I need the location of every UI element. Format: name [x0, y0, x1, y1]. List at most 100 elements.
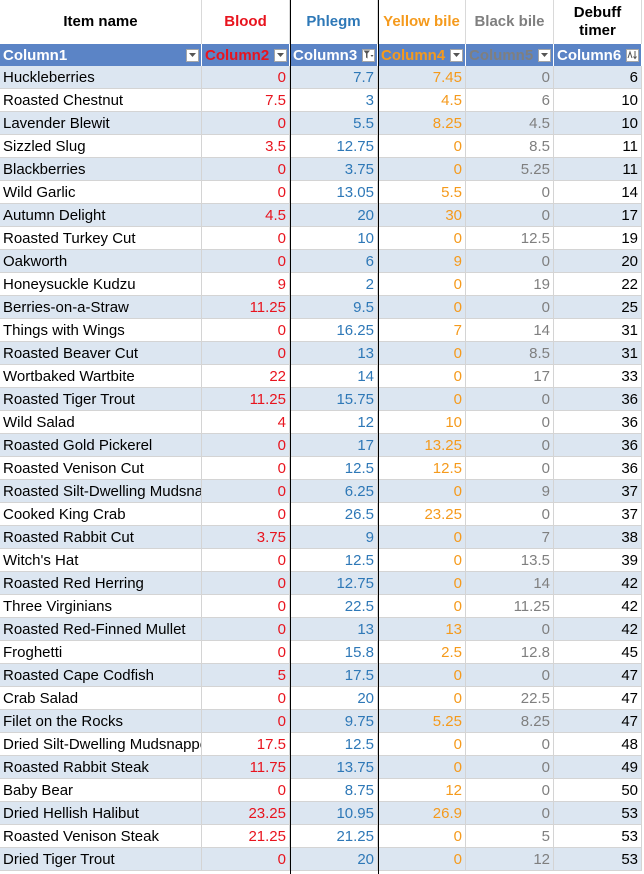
cell-black-bile[interactable]: 19 — [466, 273, 554, 296]
cell-yellow-bile[interactable]: 0 — [378, 480, 466, 503]
cell-yellow-bile[interactable]: 0 — [378, 135, 466, 158]
cell-blood[interactable]: 3.75 — [202, 526, 290, 549]
filter-dropdown-button[interactable] — [450, 48, 463, 62]
cell-phlegm[interactable]: 9 — [290, 526, 378, 549]
cell-item-name[interactable]: Lavender Blewit — [0, 112, 202, 135]
cell-black-bile[interactable]: 14 — [466, 572, 554, 595]
cell-item-name[interactable]: Roasted Cape Codfish — [0, 664, 202, 687]
cell-yellow-bile[interactable]: 0 — [378, 595, 466, 618]
filter-applied-button[interactable] — [362, 48, 375, 62]
cell-blood[interactable]: 0 — [202, 779, 290, 802]
cell-blood[interactable]: 0 — [202, 250, 290, 273]
cell-item-name[interactable]: Witch's Hat — [0, 549, 202, 572]
cell-item-name[interactable]: Dried Silt-Dwelling Mudsnapper — [0, 733, 202, 756]
cell-phlegm[interactable]: 3 — [290, 89, 378, 112]
cell-blood[interactable]: 3.5 — [202, 135, 290, 158]
cell-blood[interactable]: 7.5 — [202, 89, 290, 112]
cell-blood[interactable]: 0 — [202, 342, 290, 365]
cell-yellow-bile[interactable]: 0 — [378, 572, 466, 595]
cell-blood[interactable]: 17.5 — [202, 733, 290, 756]
cell-blood[interactable]: 0 — [202, 503, 290, 526]
cell-item-name[interactable]: Wild Garlic — [0, 181, 202, 204]
cell-blood[interactable]: 0 — [202, 181, 290, 204]
cell-phlegm[interactable]: 17.5 — [290, 664, 378, 687]
cell-item-name[interactable]: Dried Hellish Halibut — [0, 802, 202, 825]
cell-blood[interactable]: 0 — [202, 227, 290, 250]
cell-item-name[interactable]: Roasted Beaver Cut — [0, 342, 202, 365]
filter-header-column6[interactable]: Column6 — [554, 44, 642, 66]
cell-item-name[interactable]: Crab Salad — [0, 687, 202, 710]
cell-item-name[interactable]: Three Virginians — [0, 595, 202, 618]
filter-header-column1[interactable]: Column1 — [0, 44, 202, 66]
header-blood[interactable]: Blood — [202, 0, 290, 44]
cell-black-bile[interactable]: 4.5 — [466, 112, 554, 135]
header-yellow-bile[interactable]: Yellow bile — [378, 0, 466, 44]
cell-black-bile[interactable]: 6 — [466, 89, 554, 112]
cell-debuff-timer[interactable]: 10 — [554, 112, 642, 135]
cell-phlegm[interactable]: 5.5 — [290, 112, 378, 135]
cell-debuff-timer[interactable]: 47 — [554, 664, 642, 687]
cell-blood[interactable]: 0 — [202, 480, 290, 503]
cell-debuff-timer[interactable]: 37 — [554, 480, 642, 503]
cell-debuff-timer[interactable]: 53 — [554, 802, 642, 825]
cell-debuff-timer[interactable]: 14 — [554, 181, 642, 204]
cell-black-bile[interactable]: 0 — [466, 618, 554, 641]
cell-phlegm[interactable]: 12.75 — [290, 135, 378, 158]
cell-debuff-timer[interactable]: 49 — [554, 756, 642, 779]
cell-item-name[interactable]: Roasted Gold Pickerel — [0, 434, 202, 457]
cell-black-bile[interactable]: 0 — [466, 779, 554, 802]
cell-phlegm[interactable]: 13 — [290, 342, 378, 365]
cell-debuff-timer[interactable]: 19 — [554, 227, 642, 250]
cell-black-bile[interactable]: 0 — [466, 204, 554, 227]
cell-phlegm[interactable]: 12 — [290, 411, 378, 434]
cell-phlegm[interactable]: 16.25 — [290, 319, 378, 342]
cell-yellow-bile[interactable]: 12.5 — [378, 457, 466, 480]
cell-debuff-timer[interactable]: 47 — [554, 710, 642, 733]
cell-black-bile[interactable]: 7 — [466, 526, 554, 549]
cell-debuff-timer[interactable]: 42 — [554, 595, 642, 618]
cell-item-name[interactable]: Roasted Chestnut — [0, 89, 202, 112]
cell-phlegm[interactable]: 12.5 — [290, 549, 378, 572]
cell-phlegm[interactable]: 2 — [290, 273, 378, 296]
cell-debuff-timer[interactable]: 53 — [554, 848, 642, 871]
cell-debuff-timer[interactable]: 25 — [554, 296, 642, 319]
cell-black-bile[interactable]: 5.25 — [466, 158, 554, 181]
cell-blood[interactable]: 0 — [202, 572, 290, 595]
cell-phlegm[interactable]: 10.95 — [290, 802, 378, 825]
cell-blood[interactable]: 0 — [202, 66, 290, 89]
cell-blood[interactable]: 5 — [202, 664, 290, 687]
cell-yellow-bile[interactable]: 7 — [378, 319, 466, 342]
cell-debuff-timer[interactable]: 47 — [554, 687, 642, 710]
cell-debuff-timer[interactable]: 36 — [554, 434, 642, 457]
cell-yellow-bile[interactable]: 5.5 — [378, 181, 466, 204]
cell-item-name[interactable]: Roasted Venison Cut — [0, 457, 202, 480]
cell-blood[interactable]: 0 — [202, 319, 290, 342]
cell-debuff-timer[interactable]: 36 — [554, 388, 642, 411]
cell-item-name[interactable]: Huckleberries — [0, 66, 202, 89]
cell-blood[interactable]: 4 — [202, 411, 290, 434]
cell-item-name[interactable]: Roasted Silt-Dwelling Mudsnapper — [0, 480, 202, 503]
cell-black-bile[interactable]: 0 — [466, 733, 554, 756]
cell-phlegm[interactable]: 8.75 — [290, 779, 378, 802]
cell-phlegm[interactable]: 9.75 — [290, 710, 378, 733]
cell-debuff-timer[interactable]: 6 — [554, 66, 642, 89]
header-black-bile[interactable]: Black bile — [466, 0, 554, 44]
cell-blood[interactable]: 0 — [202, 549, 290, 572]
cell-black-bile[interactable]: 0 — [466, 411, 554, 434]
cell-item-name[interactable]: Wortbaked Wartbite — [0, 365, 202, 388]
cell-blood[interactable]: 0 — [202, 641, 290, 664]
cell-yellow-bile[interactable]: 0 — [378, 227, 466, 250]
cell-black-bile[interactable]: 9 — [466, 480, 554, 503]
cell-blood[interactable]: 0 — [202, 434, 290, 457]
cell-item-name[interactable]: Roasted Tiger Trout — [0, 388, 202, 411]
cell-black-bile[interactable]: 12.5 — [466, 227, 554, 250]
cell-blood[interactable]: 0 — [202, 457, 290, 480]
cell-yellow-bile[interactable]: 0 — [378, 825, 466, 848]
cell-item-name[interactable]: Roasted Turkey Cut — [0, 227, 202, 250]
cell-item-name[interactable]: Filet on the Rocks — [0, 710, 202, 733]
cell-item-name[interactable]: Things with Wings — [0, 319, 202, 342]
cell-debuff-timer[interactable]: 42 — [554, 618, 642, 641]
cell-yellow-bile[interactable]: 0 — [378, 273, 466, 296]
cell-debuff-timer[interactable]: 39 — [554, 549, 642, 572]
cell-item-name[interactable]: Roasted Rabbit Steak — [0, 756, 202, 779]
